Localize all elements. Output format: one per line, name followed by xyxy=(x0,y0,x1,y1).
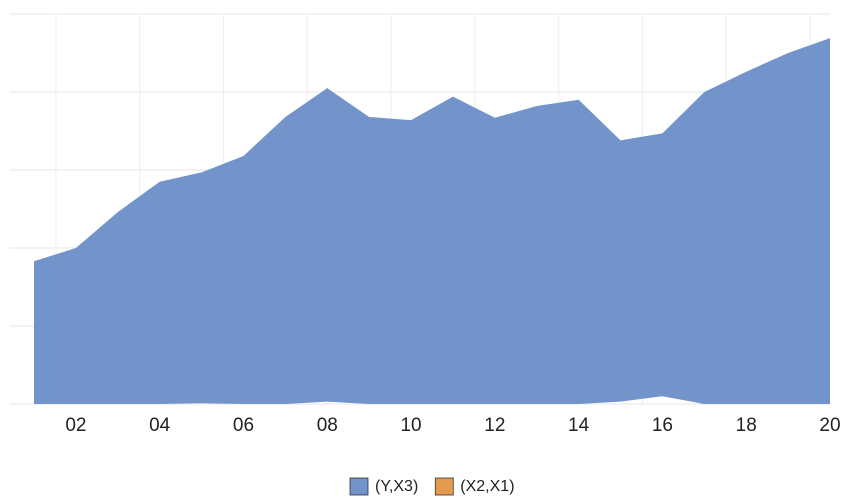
x-tick-label: 08 xyxy=(317,415,338,436)
legend-swatch xyxy=(349,477,369,496)
x-tick-label: 12 xyxy=(484,415,505,436)
legend-swatch xyxy=(434,477,454,496)
x-tick-label: 20 xyxy=(819,415,840,436)
x-tick-label: 18 xyxy=(736,415,757,436)
area xyxy=(34,38,830,405)
x-tick-label: 02 xyxy=(65,415,86,436)
legend-label: (X2,X1) xyxy=(460,478,514,495)
x-tick-label: 14 xyxy=(568,415,590,436)
x-tick-label: 06 xyxy=(233,415,254,436)
x-tick-label: 04 xyxy=(149,415,171,436)
x-tick-label: 10 xyxy=(400,415,421,436)
legend-label: (Y,X3) xyxy=(375,478,418,495)
x-tick-label: 16 xyxy=(652,415,673,436)
